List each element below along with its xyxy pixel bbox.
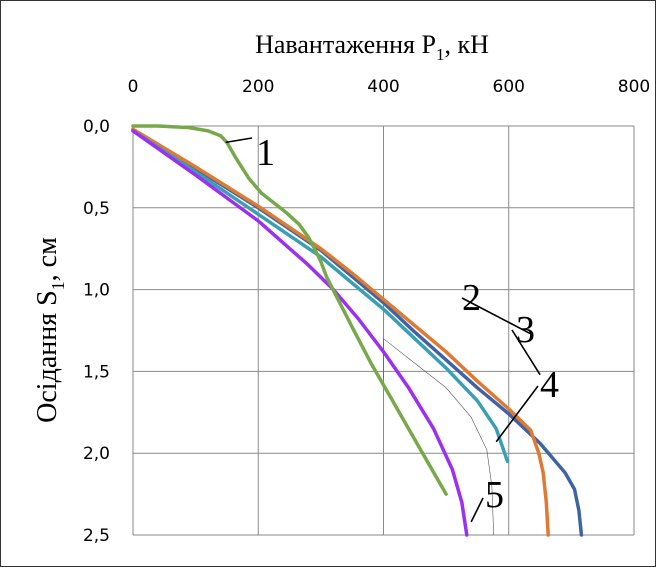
leader-line-4 [495, 385, 539, 443]
guide-curve [383, 338, 495, 536]
x-tick-label: 600 [493, 77, 525, 97]
annotation-leaders [225, 137, 541, 523]
series-line-3 [131, 127, 550, 537]
x-tick-label: 200 [242, 77, 274, 97]
curve-label-3: 3 [516, 309, 535, 351]
x-tick-labels: 0 200 400 600 800 [128, 77, 651, 97]
leader-line-3 [511, 329, 541, 376]
grid-lines [132, 125, 635, 536]
curve-label-2: 2 [462, 277, 481, 319]
construction-lines [383, 338, 495, 536]
x-tick-label: 400 [367, 77, 399, 97]
curve-label-5: 5 [485, 474, 504, 516]
x-axis-title: Навантаження P1, кН [255, 30, 489, 64]
series-line-5 [131, 129, 469, 537]
x-tick-label: 800 [618, 77, 650, 97]
y-tick-label: 1,5 [83, 362, 110, 382]
series-line-1 [131, 124, 448, 496]
y-tick-label: 2,0 [83, 444, 110, 464]
series-line-4 [131, 129, 510, 464]
leader-line-5 [470, 497, 484, 523]
y-tick-label: 1,0 [83, 281, 110, 301]
y-axis-title: Осідання S1, см [32, 237, 68, 423]
y-tick-label: 0,5 [83, 199, 110, 219]
y-tick-labels: 0,0 0,5 1,0 1,5 2,0 2,5 [83, 117, 110, 546]
y-tick-label: 2,5 [83, 526, 110, 546]
series-layer [131, 124, 584, 537]
curve-label-1: 1 [256, 132, 275, 174]
y-tick-label: 0,0 [83, 117, 110, 137]
curve-label-4: 4 [540, 364, 559, 406]
leader-line-1 [225, 137, 253, 144]
x-tick-label: 0 [128, 77, 139, 97]
leader-line-2 [461, 297, 532, 335]
